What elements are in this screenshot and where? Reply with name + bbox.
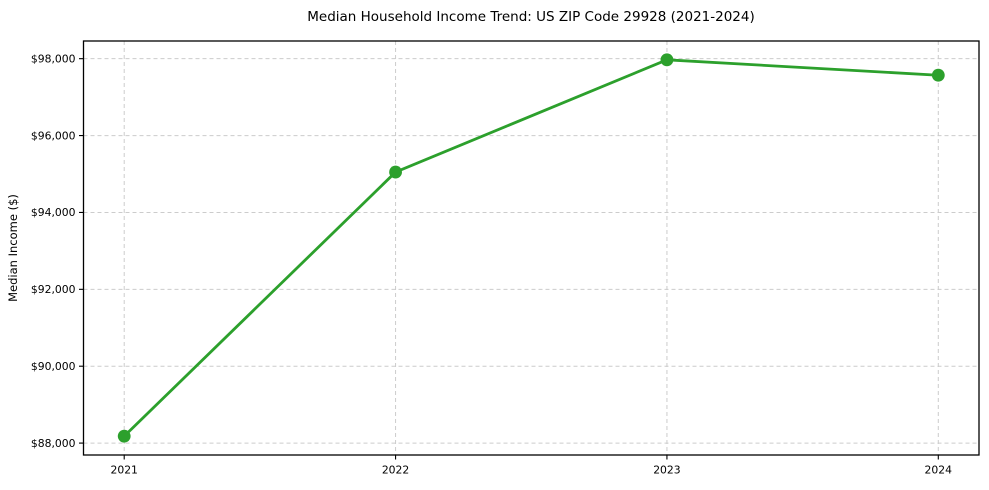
series-layer (117, 53, 945, 443)
axis-layer: $88,000 $90,000 $92,000 $94,000 $96,000 $98,0… (31, 52, 952, 476)
x-tick-label: 2023 (653, 464, 680, 477)
y-axis-label: Median Income ($) (6, 194, 20, 302)
grid-layer (83, 41, 979, 455)
y-tick-label: $96,000 (31, 129, 76, 142)
data-point-2023 (660, 53, 674, 67)
data-point-2022 (389, 165, 402, 179)
y-tick-label: $94,000 (31, 206, 76, 219)
trend-line (122, 58, 940, 438)
chart-title: Median Household Income Trend: US ZIP Co… (307, 9, 755, 25)
y-tick-label: $90,000 (31, 360, 76, 373)
y-tick-label: $92,000 (31, 283, 76, 296)
plot-border (82, 40, 980, 456)
data-point-2024 (931, 68, 945, 82)
x-tick-label: 2021 (110, 464, 137, 477)
data-point-2021 (117, 429, 131, 443)
x-tick-label: 2022 (382, 464, 409, 477)
y-tick-label: $98,000 (31, 52, 76, 65)
y-tick-label: $88,000 (31, 437, 76, 450)
x-tick-label: 2024 (925, 464, 953, 477)
